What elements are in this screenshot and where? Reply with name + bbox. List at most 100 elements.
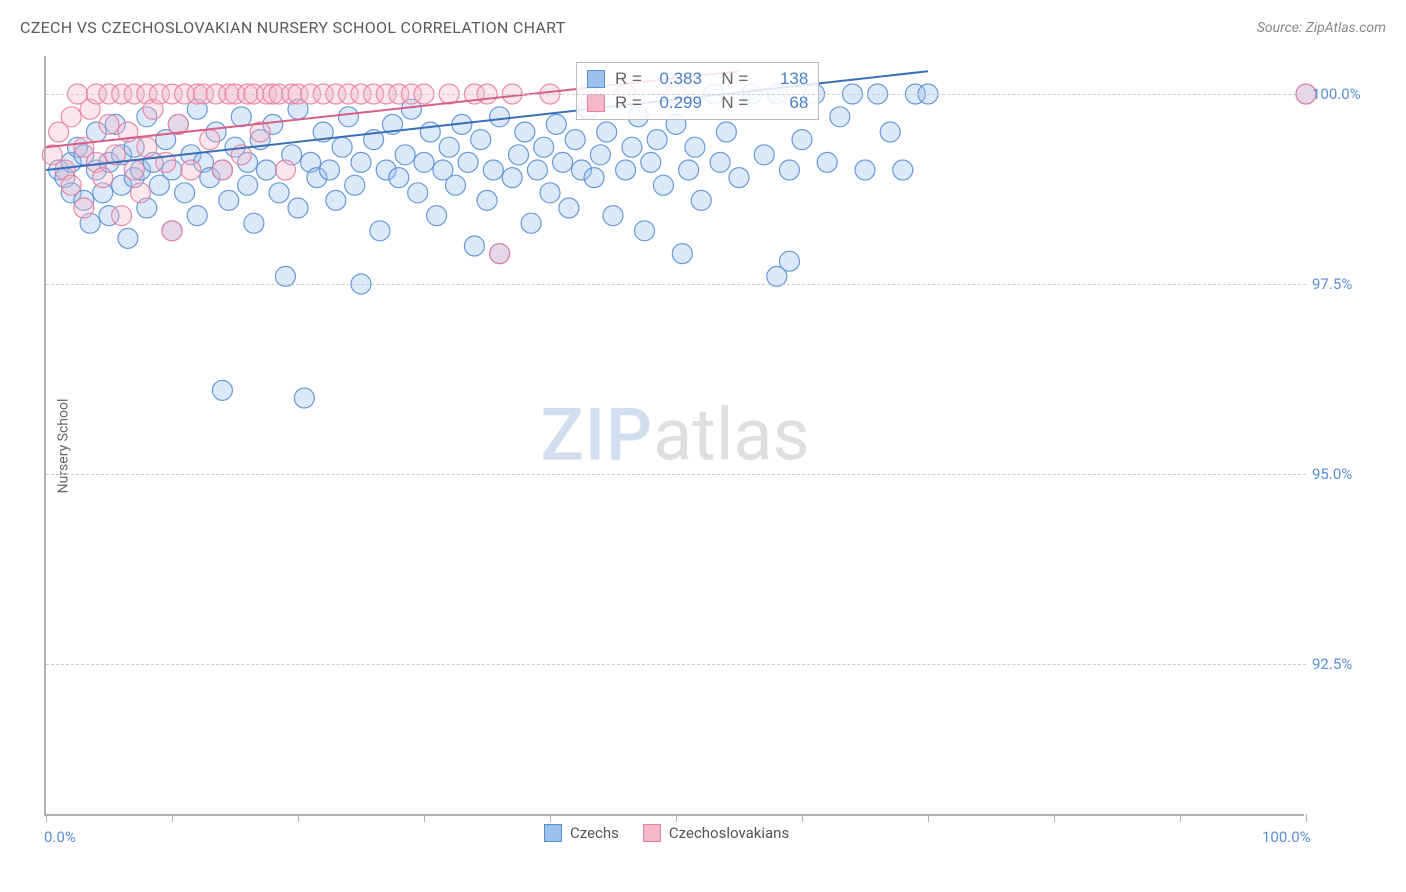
- scatter-point: [527, 160, 547, 180]
- scatter-point: [131, 183, 151, 203]
- chart-title: CZECH VS CZECHOSLOVAKIAN NURSERY SCHOOL …: [20, 18, 566, 37]
- stat-n-label: N =: [712, 69, 748, 89]
- scatter-point: [61, 175, 81, 195]
- scatter-point: [584, 168, 604, 188]
- scatter-point: [200, 130, 220, 150]
- scatter-point: [93, 168, 113, 188]
- scatter-point: [212, 380, 232, 400]
- legend-label: Czechoslovakians: [669, 824, 789, 842]
- scatter-point: [212, 160, 232, 180]
- x-axis-min-label: 0.0%: [44, 828, 76, 846]
- scatter-point: [616, 160, 636, 180]
- gridline-h: [46, 94, 1306, 95]
- scatter-point: [351, 152, 371, 172]
- gridline-h: [46, 664, 1306, 665]
- scatter-point: [294, 388, 314, 408]
- scatter-point: [439, 137, 459, 157]
- legend-item: Czechoslovakians: [643, 824, 789, 842]
- scatter-point: [269, 183, 289, 203]
- scatter-point: [483, 160, 503, 180]
- scatter-point: [553, 152, 573, 172]
- plot-region: ZIPatlas R =0.383 N =138R =0.299 N =68: [44, 56, 1304, 816]
- scatter-point: [420, 122, 440, 142]
- scatter-point: [509, 145, 529, 165]
- y-tick-label: 97.5%: [1312, 275, 1352, 293]
- y-tick-label: 95.0%: [1312, 465, 1352, 483]
- scatter-point: [603, 206, 623, 226]
- stat-r-label: R =: [615, 69, 642, 89]
- scatter-point: [231, 107, 251, 127]
- x-tick: [424, 814, 425, 822]
- stat-n-value: 138: [758, 69, 808, 89]
- x-tick: [1054, 814, 1055, 822]
- stat-r-value: 0.299: [652, 93, 702, 113]
- x-tick: [298, 814, 299, 822]
- x-axis-max-label: 100.0%: [1262, 828, 1311, 846]
- scatter-point: [408, 183, 428, 203]
- scatter-point: [74, 198, 94, 218]
- scatter-point: [118, 228, 138, 248]
- scatter-point: [672, 244, 692, 264]
- series-legend: Czechs Czechoslovakians: [544, 824, 789, 842]
- scatter-point: [779, 251, 799, 271]
- legend-label: Czechs: [570, 824, 619, 842]
- gridline-h: [46, 284, 1306, 285]
- y-tick-label: 92.5%: [1312, 655, 1352, 673]
- scatter-point: [288, 198, 308, 218]
- legend-swatch: [587, 70, 605, 88]
- scatter-point: [338, 107, 358, 127]
- scatter-point: [414, 152, 434, 172]
- scatter-point: [716, 122, 736, 142]
- scatter-point: [597, 122, 617, 142]
- stat-n-label: N =: [712, 93, 748, 113]
- scatter-point: [830, 107, 850, 127]
- scatter-point: [490, 244, 510, 264]
- legend-item: Czechs: [544, 824, 619, 842]
- scatter-point: [137, 137, 157, 157]
- scatter-point: [458, 152, 478, 172]
- stats-row: R =0.383 N =138: [587, 67, 808, 91]
- scatter-point: [590, 145, 610, 165]
- scatter-point: [61, 107, 81, 127]
- scatter-point: [238, 175, 258, 195]
- x-tick: [1306, 814, 1307, 822]
- correlation-stats-legend: R =0.383 N =138R =0.299 N =68: [576, 62, 819, 120]
- scatter-point: [464, 236, 484, 256]
- scatter-point: [175, 183, 195, 203]
- scatter-point: [446, 175, 466, 195]
- scatter-point: [477, 190, 497, 210]
- scatter-point: [395, 145, 415, 165]
- y-tick-label: 100.0%: [1312, 85, 1361, 103]
- gridline-h: [46, 474, 1306, 475]
- scatter-point: [124, 160, 144, 180]
- scatter-point: [691, 190, 711, 210]
- stat-r-label: R =: [615, 93, 642, 113]
- scatter-point: [534, 137, 554, 157]
- x-tick: [172, 814, 173, 822]
- x-tick: [676, 814, 677, 822]
- scatter-point: [257, 160, 277, 180]
- scatter-point: [679, 160, 699, 180]
- x-tick: [550, 814, 551, 822]
- scatter-point: [332, 137, 352, 157]
- scatter-point: [275, 160, 295, 180]
- scatter-point: [641, 152, 661, 172]
- legend-swatch: [643, 824, 661, 842]
- chart-header: CZECH VS CZECHOSLOVAKIAN NURSERY SCHOOL …: [0, 0, 1406, 47]
- scatter-point: [515, 122, 535, 142]
- scatter-point: [565, 130, 585, 150]
- scatter-point: [490, 107, 510, 127]
- scatter-point: [559, 198, 579, 218]
- scatter-point: [792, 130, 812, 150]
- source-prefix: Source:: [1257, 20, 1306, 36]
- scatter-point: [754, 145, 774, 165]
- source-name: ZipAtlas.com: [1306, 20, 1386, 36]
- scatter-point: [880, 122, 900, 142]
- scatter-point: [540, 183, 560, 203]
- x-tick: [802, 814, 803, 822]
- scatter-point: [729, 168, 749, 188]
- scatter-point: [99, 114, 119, 134]
- x-tick: [46, 814, 47, 822]
- source-attribution: Source: ZipAtlas.com: [1257, 20, 1386, 36]
- scatter-point: [112, 206, 132, 226]
